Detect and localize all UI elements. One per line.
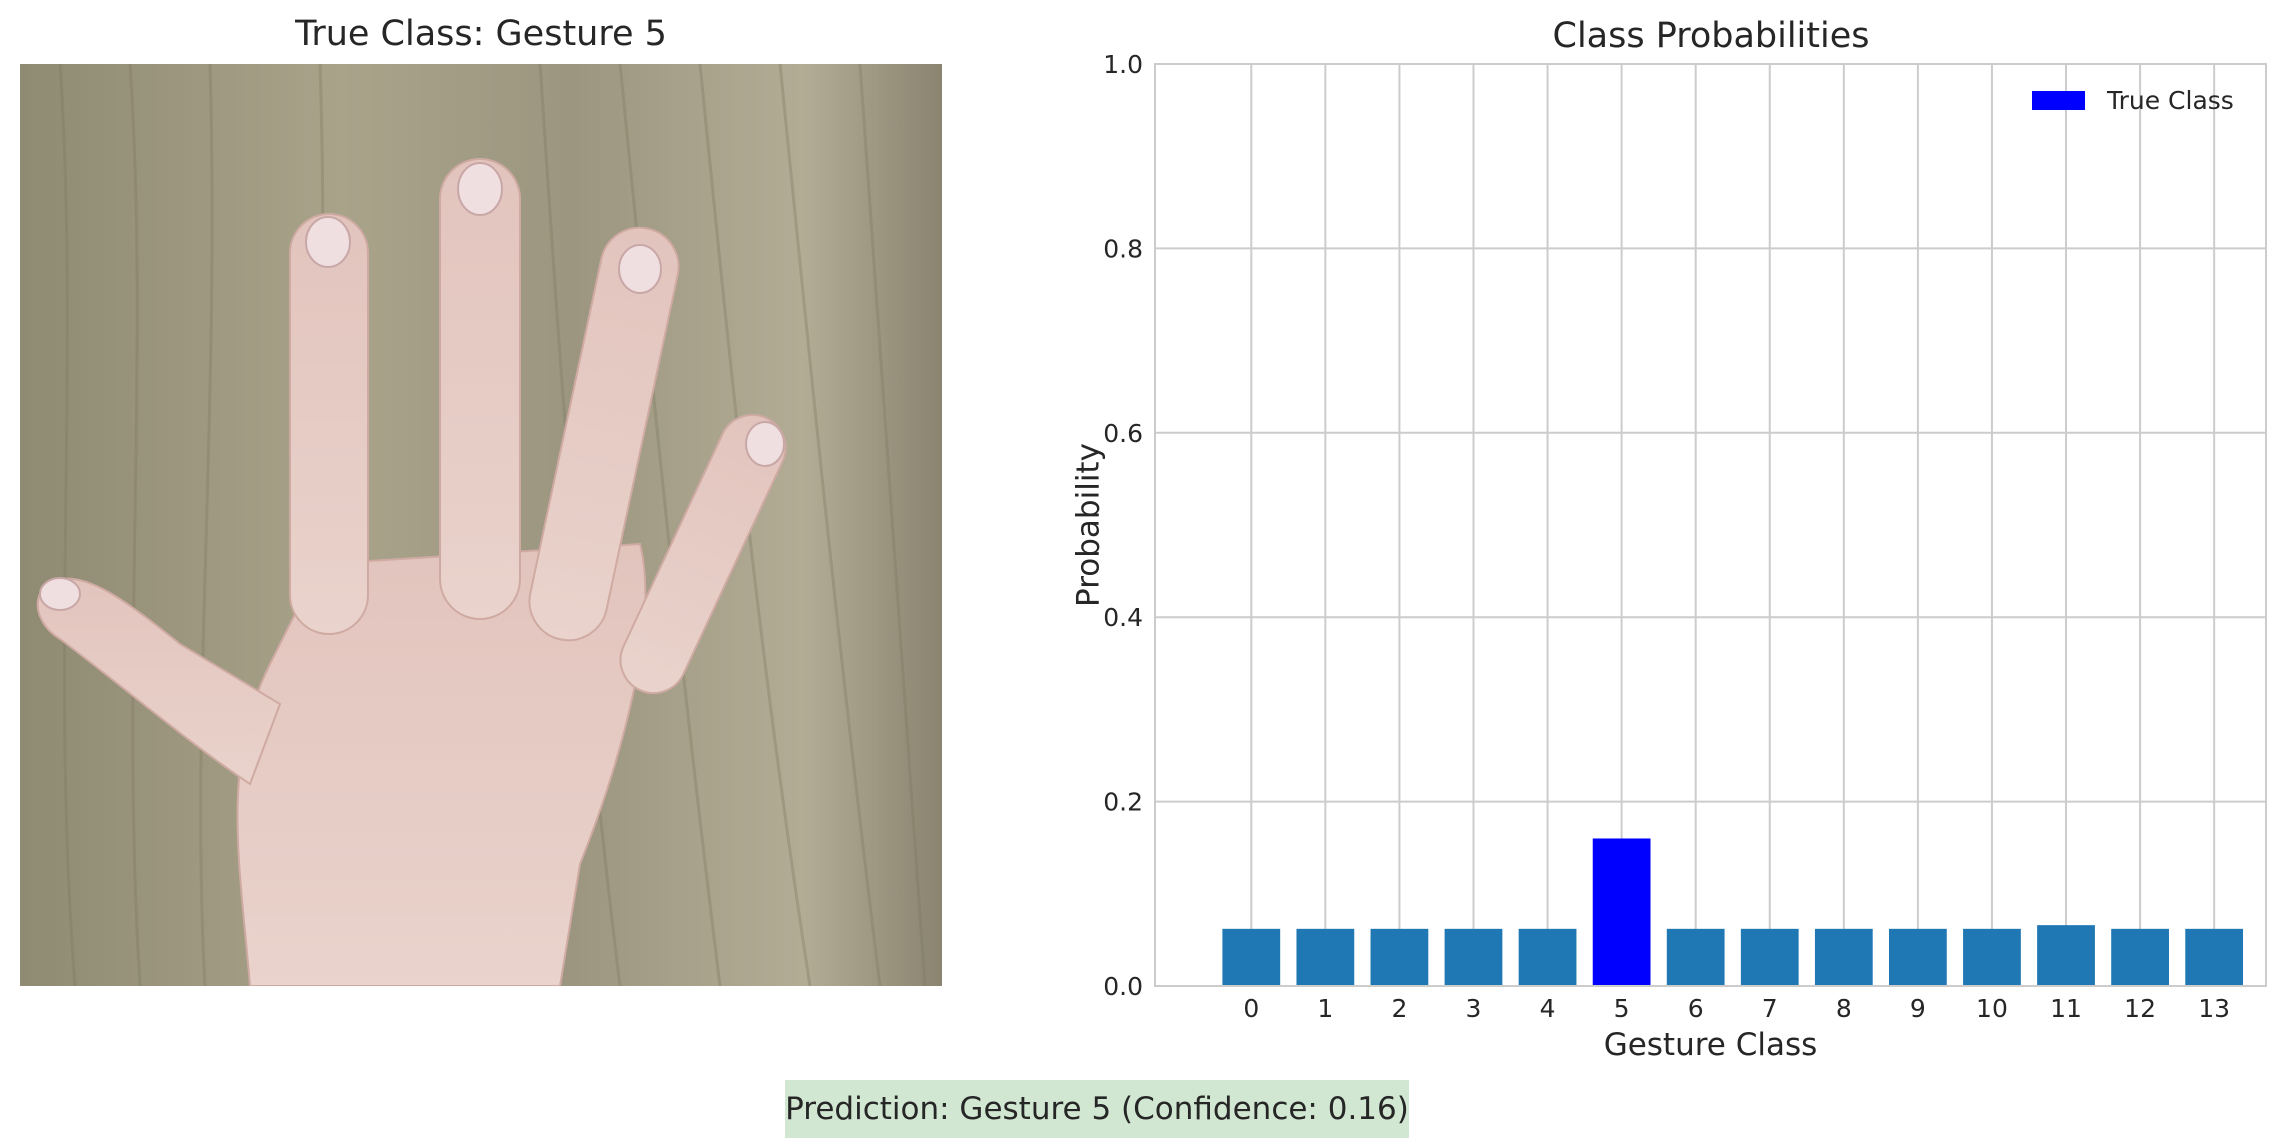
bar-gesture-5: [1592, 838, 1651, 986]
x-tick-labels: 0 1 2 3 4 5 6 7 8 9 10 11 12 13: [1243, 994, 2230, 1023]
bar-gesture-4: [1518, 928, 1577, 986]
bar-gesture-11: [2037, 925, 2095, 986]
bar-gesture-0: [1222, 928, 1281, 986]
y-tick-label: 1.0: [1103, 50, 1143, 79]
x-tick-label: 1: [1317, 994, 1333, 1023]
x-tick-label: 8: [1836, 994, 1852, 1023]
y-gridlines: [1155, 63, 2266, 987]
bar-gesture-3: [1444, 928, 1503, 986]
y-tick-label: 0.2: [1103, 788, 1143, 817]
legend-label: True Class: [2106, 86, 2234, 115]
hand-photo: [20, 64, 942, 986]
x-tick-label: 4: [1540, 994, 1556, 1023]
x-tick-label: 2: [1391, 994, 1407, 1023]
x-tick-label: 6: [1688, 994, 1704, 1023]
chart-title: Class Probabilities: [1553, 16, 1870, 56]
x-tick-label: 0: [1243, 994, 1259, 1023]
bar-gesture-2: [1370, 928, 1429, 986]
bars: [1222, 838, 2244, 986]
bar-gesture-12: [2111, 928, 2169, 986]
image-title: True Class: Gesture 5: [295, 14, 667, 54]
prediction-text: Prediction: Gesture 5 (Confidence: 0.16): [785, 1091, 1409, 1127]
bar-gesture-7: [1740, 928, 1799, 986]
y-tick-labels: 0.0 0.2 0.4 0.6 0.8 1.0: [1103, 50, 1143, 1001]
y-axis-label: Probability: [1071, 443, 1107, 607]
bar-gesture-1: [1296, 928, 1355, 986]
y-tick-label: 0.0: [1103, 972, 1143, 1001]
bar-gesture-13: [2185, 928, 2244, 986]
bar-gesture-10: [1963, 928, 2021, 986]
x-tick-label: 5: [1614, 994, 1630, 1023]
x-tick-label: 9: [1910, 994, 1926, 1023]
legend: True Class: [2032, 86, 2234, 115]
x-gridlines: [1250, 64, 2216, 986]
x-tick-label: 3: [1466, 994, 1482, 1023]
y-tick-label: 0.8: [1103, 234, 1143, 263]
prediction-box: Prediction: Gesture 5 (Confidence: 0.16): [785, 1080, 1409, 1138]
x-tick-label: 13: [2198, 994, 2230, 1023]
x-tick-label: 12: [2124, 994, 2156, 1023]
legend-swatch: [2032, 91, 2085, 110]
plot-frame: [1154, 63, 2267, 987]
x-tick-label: 7: [1762, 994, 1778, 1023]
x-tick-label: 11: [2050, 994, 2082, 1023]
x-tick-label: 10: [1976, 994, 2008, 1023]
bar-gesture-9: [1889, 928, 1947, 986]
bar-gesture-8: [1814, 928, 1873, 986]
y-tick-label: 0.4: [1103, 603, 1143, 632]
x-axis-label: Gesture Class: [1604, 1027, 1818, 1063]
bar-gesture-6: [1666, 928, 1725, 986]
y-tick-label: 0.6: [1103, 419, 1143, 448]
